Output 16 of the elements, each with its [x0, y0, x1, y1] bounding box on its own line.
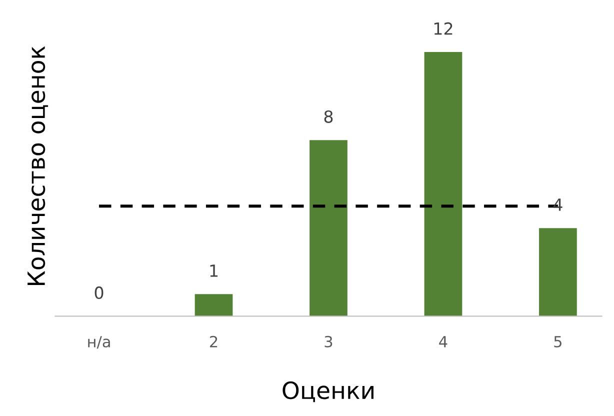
bar [310, 140, 348, 316]
x-tick-label: 4 [439, 336, 448, 348]
x-axis-title: Оценки [282, 381, 374, 402]
x-tick-label: 2 [210, 336, 218, 348]
data-label: 8 [324, 110, 333, 123]
y-axis-title: Количество оценок [28, 46, 48, 286]
data-label: 1 [210, 264, 218, 277]
x-tick-label: н/а [88, 336, 110, 349]
x-tick-label: 3 [324, 336, 332, 348]
bar [424, 52, 462, 316]
data-label: 4 [553, 198, 562, 211]
data-label: 12 [434, 22, 452, 35]
data-label: 0 [94, 286, 104, 300]
bar [539, 228, 577, 316]
bar [194, 294, 233, 316]
x-tick-label: 5 [554, 336, 562, 348]
